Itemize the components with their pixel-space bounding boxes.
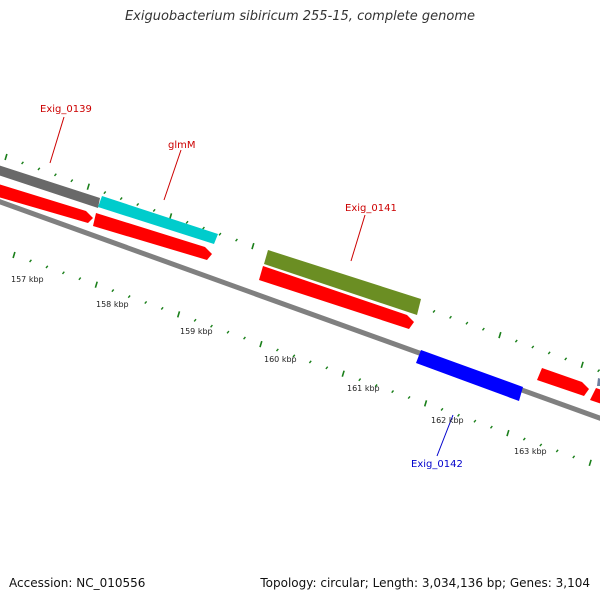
outer-ring-tick [37, 167, 41, 171]
outer-ring-tick [498, 331, 502, 339]
inner-ring-tick [176, 311, 181, 318]
cds-arrow-3[interactable] [259, 266, 414, 329]
outer-ring-tick [185, 220, 189, 224]
outer-ring-tick [103, 191, 107, 195]
gene-label-exig-0141[interactable]: Exig_0141 [345, 203, 397, 214]
inner-ring-tick [358, 378, 362, 382]
inner-ring-tick [226, 330, 230, 334]
cds-arrow-5[interactable] [590, 388, 600, 405]
inner-ring-tick [391, 390, 395, 394]
inner-ring-tick [341, 370, 345, 377]
outer-ring-tick [547, 351, 551, 355]
inner-ring-tick [539, 443, 543, 447]
outer-ring-tick [481, 327, 485, 331]
leader-exig-0141 [350, 214, 366, 262]
outer-ring-tick [580, 361, 584, 369]
inner-ring-tick [522, 437, 526, 441]
gene-bar-exig-0139[interactable] [0, 164, 100, 208]
inner-ring-tick [275, 348, 279, 352]
outer-ring-tick [202, 226, 205, 230]
inner-ring-tick [506, 429, 510, 437]
gene-label-exig-0139[interactable]: Exig_0139 [40, 104, 92, 115]
inner-ring-tick [160, 306, 164, 310]
inner-ring-tick [440, 407, 444, 411]
gene-label-glmm[interactable]: glmM [168, 140, 196, 151]
inner-ring-tick [325, 366, 329, 370]
inner-ring-tick [78, 277, 82, 281]
inner-ring-tick [292, 354, 296, 358]
outer-ring-tick [21, 161, 24, 165]
outer-ring-tick [218, 232, 222, 236]
inner-ring-tick [243, 336, 246, 340]
inner-ring-tick [407, 395, 411, 400]
outer-ring-tick [136, 202, 140, 207]
kbp-label-157: 157 kbp [11, 275, 44, 284]
kbp-label-162: 162 kbp [431, 416, 464, 425]
inner-ring-tick [588, 459, 592, 467]
map-title: Exiguobacterium sibiricum 255-15, comple… [124, 9, 476, 24]
inner-ring-tick [572, 455, 576, 459]
outer-ring-tick [597, 369, 600, 373]
gene-bar-right-edge[interactable] [597, 378, 600, 386]
outer-ring-tick [53, 173, 57, 177]
gene-bar-exig-0141[interactable] [264, 250, 421, 315]
kbp-label-158: 158 kbp [96, 300, 129, 309]
inner-ring-tick [374, 384, 378, 388]
outer-ring-tick [119, 197, 123, 201]
inner-ring-tick [94, 281, 98, 288]
outer-ring-tick [465, 321, 469, 325]
outer-tick-ring [4, 153, 600, 373]
gene-bar-exig-0142[interactable] [416, 350, 523, 401]
outer-ring-tick [235, 238, 238, 242]
gene-bar-glmm[interactable] [98, 196, 218, 244]
leader-exig-0139 [49, 116, 65, 164]
inner-ring-tick [29, 259, 32, 263]
genome-stats-text: Topology: circular; Length: 3,034,136 bp… [260, 576, 590, 590]
inner-ring-tick [308, 360, 312, 364]
outer-ring-tick [449, 315, 452, 319]
inner-ring-tick [144, 300, 148, 305]
inner-ring-tick [127, 295, 131, 299]
outer-ring-tick [251, 242, 255, 250]
kbp-label-159: 159 kbp [180, 327, 213, 336]
kbp-label-160: 160 kbp [264, 355, 297, 364]
outer-ring-tick [531, 345, 535, 349]
inner-ring-tick [193, 318, 197, 322]
inner-ring-tick [555, 449, 559, 453]
cds-arrow-4[interactable] [537, 368, 589, 396]
gene-label-exig-0142[interactable]: Exig_0142 [411, 459, 463, 470]
inner-ring-tick [12, 251, 16, 259]
kbp-label-163: 163 kbp [514, 447, 547, 456]
outer-ring-tick [4, 153, 8, 161]
cds-arrow-2[interactable] [93, 213, 212, 260]
inner-ring-tick [473, 419, 477, 423]
inner-ring-tick [45, 265, 49, 269]
outer-ring-tick [152, 208, 156, 212]
inner-ring-tick [423, 400, 428, 407]
inner-ring-tick [489, 425, 493, 429]
outer-ring-tick [432, 309, 436, 313]
outer-ring-tick [86, 183, 90, 190]
inner-tick-ring [12, 251, 592, 467]
inner-ring-tick [111, 289, 115, 293]
inner-ring-tick [259, 340, 263, 348]
inner-ring-tick [457, 413, 460, 417]
inner-ring-tick [210, 324, 213, 328]
outer-ring-tick [564, 357, 568, 361]
leader-exig-0142 [436, 414, 454, 457]
inner-ring-tick [61, 271, 65, 275]
outer-ring-tick [70, 179, 74, 183]
cds-arrow-1[interactable] [0, 183, 93, 223]
accession-text: Accession: NC_010556 [9, 576, 146, 590]
kbp-label-161: 161 kbp [347, 384, 380, 393]
leader-glmm [163, 149, 182, 201]
outer-ring-tick [514, 339, 518, 343]
